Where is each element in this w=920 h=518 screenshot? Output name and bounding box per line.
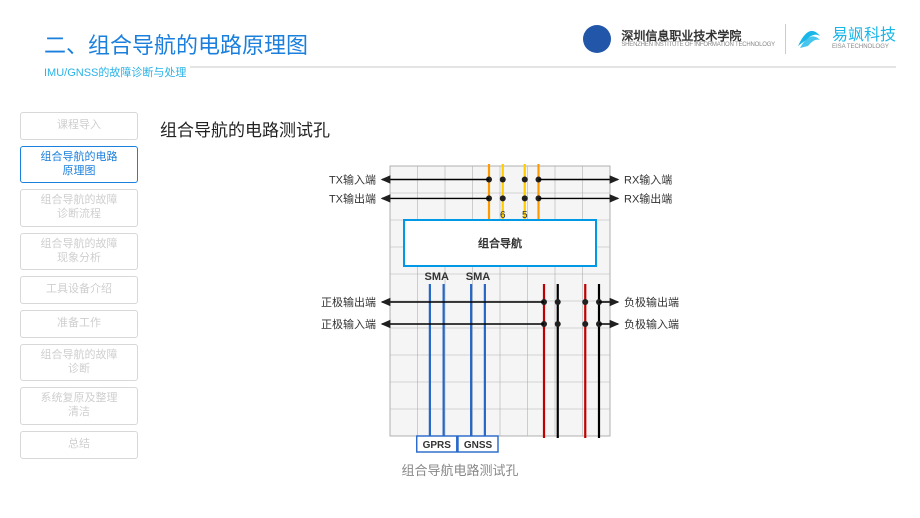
svg-text:正极输出端: 正极输出端 xyxy=(321,295,376,309)
sidebar-item-2[interactable]: 组合导航的故障诊断流程 xyxy=(20,189,138,227)
circuit-diagram: 65TX输入端RX输入端TX输出端RX输出端组合导航SMASMA正极输出端负极输… xyxy=(280,166,720,446)
sidebar-item-8[interactable]: 总结 xyxy=(20,431,138,459)
logo-area: 深圳信息职业技术学院 SHENZHEN INSTITUTE OF INFORMA… xyxy=(583,24,896,54)
svg-text:TX输出端: TX输出端 xyxy=(329,191,376,205)
institute-logo-icon xyxy=(583,25,611,53)
svg-text:组合导航: 组合导航 xyxy=(478,236,522,250)
svg-text:SMA: SMA xyxy=(466,271,491,283)
svg-text:TX输入端: TX输入端 xyxy=(329,173,376,187)
sidebar-nav: 课程导入组合导航的电路原理图组合导航的故障诊断流程组合导航的故障现象分析工具设备… xyxy=(20,112,138,459)
svg-text:负极输入端: 负极输入端 xyxy=(624,317,679,331)
svg-text:SMA: SMA xyxy=(425,271,450,283)
svg-text:负极输出端: 负极输出端 xyxy=(624,295,679,309)
sidebar-item-5[interactable]: 准备工作 xyxy=(20,310,138,338)
header-divider xyxy=(190,66,896,68)
sidebar-item-0[interactable]: 课程导入 xyxy=(20,112,138,140)
content-heading: 组合导航的电路测试孔 xyxy=(160,116,330,141)
sidebar-item-7[interactable]: 系统复原及整理清洁 xyxy=(20,387,138,425)
diagram-caption: 组合导航电路测试孔 xyxy=(0,460,920,479)
institute-logo-text: 深圳信息职业技术学院 SHENZHEN INSTITUTE OF INFORMA… xyxy=(621,30,775,48)
sidebar-item-4[interactable]: 工具设备介绍 xyxy=(20,276,138,304)
svg-text:RX输入端: RX输入端 xyxy=(624,173,672,187)
epsa-logo-icon xyxy=(796,26,822,52)
sidebar-item-3[interactable]: 组合导航的故障现象分析 xyxy=(20,233,138,271)
sidebar-item-1[interactable]: 组合导航的电路原理图 xyxy=(20,146,138,184)
svg-text:GNSS: GNSS xyxy=(464,440,493,451)
svg-text:GPRS: GPRS xyxy=(423,440,452,451)
sidebar-item-6[interactable]: 组合导航的故障诊断 xyxy=(20,344,138,382)
epsa-logo-text: 易飒科技 EISA TECHNOLOGY xyxy=(832,28,896,50)
svg-text:RX输出端: RX输出端 xyxy=(624,191,672,205)
svg-text:正极输入端: 正极输入端 xyxy=(321,317,376,331)
